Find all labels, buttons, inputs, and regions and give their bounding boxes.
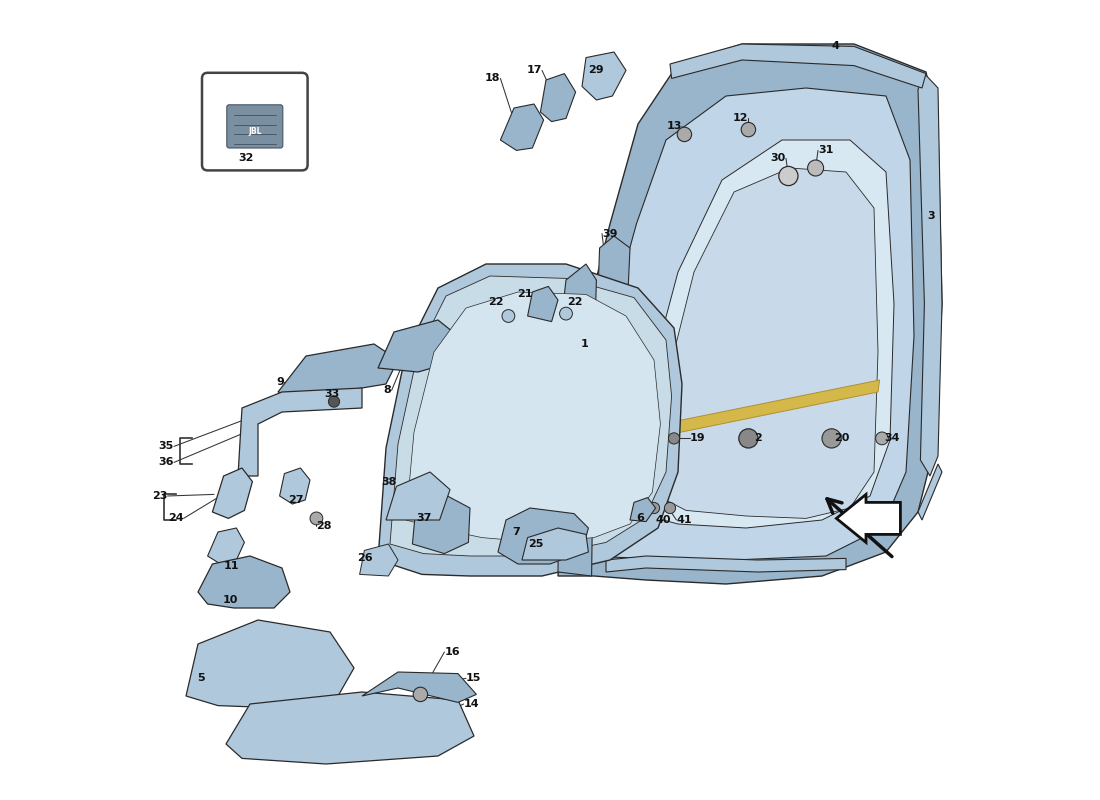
Text: 34: 34 — [884, 434, 900, 443]
Polygon shape — [662, 380, 880, 436]
Polygon shape — [378, 264, 682, 576]
Polygon shape — [578, 88, 914, 560]
Circle shape — [648, 502, 660, 514]
Text: 38: 38 — [381, 477, 396, 486]
Polygon shape — [582, 52, 626, 100]
Polygon shape — [528, 286, 558, 322]
Circle shape — [502, 310, 515, 322]
Polygon shape — [278, 344, 398, 400]
Text: 14: 14 — [463, 699, 480, 709]
Polygon shape — [498, 508, 588, 564]
Circle shape — [779, 166, 798, 186]
Polygon shape — [918, 464, 942, 520]
Circle shape — [822, 429, 842, 448]
Text: 32: 32 — [239, 154, 254, 163]
Polygon shape — [670, 44, 926, 88]
Text: 40: 40 — [656, 515, 671, 525]
Text: JBL: JBL — [249, 126, 262, 136]
Text: 29: 29 — [588, 66, 604, 75]
Polygon shape — [198, 556, 290, 608]
Text: 3: 3 — [927, 211, 935, 221]
Text: 16: 16 — [444, 647, 460, 657]
Text: 21: 21 — [517, 290, 532, 299]
Polygon shape — [606, 556, 846, 572]
Circle shape — [807, 160, 824, 176]
Polygon shape — [558, 44, 942, 584]
Polygon shape — [279, 468, 310, 504]
Text: passion for parts.com: passion for parts.com — [389, 331, 711, 501]
Polygon shape — [362, 672, 476, 702]
Polygon shape — [226, 692, 474, 764]
Text: 23: 23 — [152, 491, 167, 501]
Text: 15: 15 — [466, 674, 482, 683]
Polygon shape — [406, 292, 660, 542]
Circle shape — [664, 502, 675, 514]
Polygon shape — [836, 494, 901, 542]
Polygon shape — [208, 528, 244, 564]
Polygon shape — [658, 168, 878, 518]
Polygon shape — [378, 320, 458, 372]
Text: 2: 2 — [754, 434, 761, 443]
Text: 27: 27 — [288, 495, 304, 505]
FancyBboxPatch shape — [202, 73, 308, 170]
Text: 41: 41 — [676, 515, 692, 525]
Polygon shape — [390, 276, 672, 556]
Polygon shape — [630, 498, 656, 522]
Text: 4: 4 — [832, 42, 839, 51]
Text: 36: 36 — [158, 458, 174, 467]
Polygon shape — [540, 74, 575, 122]
Polygon shape — [634, 140, 894, 528]
Text: 9: 9 — [276, 378, 285, 387]
Text: 35: 35 — [158, 442, 174, 451]
Circle shape — [310, 512, 322, 525]
Text: 8: 8 — [384, 386, 392, 395]
Text: 5: 5 — [197, 674, 205, 683]
Text: 30: 30 — [771, 154, 786, 163]
Polygon shape — [238, 388, 362, 476]
Circle shape — [560, 307, 572, 320]
Polygon shape — [594, 236, 630, 532]
Text: 11: 11 — [224, 562, 240, 571]
Polygon shape — [386, 472, 450, 520]
Text: 18: 18 — [485, 74, 501, 83]
Text: 13: 13 — [667, 122, 682, 131]
Polygon shape — [360, 544, 398, 576]
Text: 1: 1 — [581, 339, 589, 349]
Text: 33: 33 — [324, 389, 340, 398]
Polygon shape — [412, 494, 470, 554]
Polygon shape — [558, 264, 596, 576]
Text: 39: 39 — [602, 229, 617, 238]
Text: 28: 28 — [317, 522, 332, 531]
Text: 25: 25 — [528, 539, 543, 549]
Polygon shape — [500, 104, 543, 150]
Text: 26: 26 — [356, 554, 373, 563]
Text: 10: 10 — [222, 595, 238, 605]
Text: 17: 17 — [527, 66, 542, 75]
Polygon shape — [212, 468, 252, 518]
Text: 31: 31 — [818, 146, 834, 155]
Text: 6: 6 — [637, 514, 645, 523]
Text: 24: 24 — [168, 514, 184, 523]
Circle shape — [678, 127, 692, 142]
Text: 37: 37 — [416, 514, 431, 523]
FancyBboxPatch shape — [227, 105, 283, 148]
Circle shape — [876, 432, 889, 445]
Text: 19: 19 — [690, 434, 705, 443]
Polygon shape — [918, 74, 942, 476]
Circle shape — [329, 396, 340, 407]
Text: 22: 22 — [488, 298, 504, 307]
Circle shape — [739, 429, 758, 448]
Polygon shape — [186, 620, 354, 708]
Polygon shape — [522, 528, 588, 560]
Text: 22: 22 — [568, 298, 583, 307]
Text: 7: 7 — [512, 527, 519, 537]
Circle shape — [414, 687, 428, 702]
Circle shape — [669, 433, 680, 444]
Circle shape — [741, 122, 756, 137]
Text: 20: 20 — [834, 434, 849, 443]
Text: 12: 12 — [733, 114, 748, 123]
